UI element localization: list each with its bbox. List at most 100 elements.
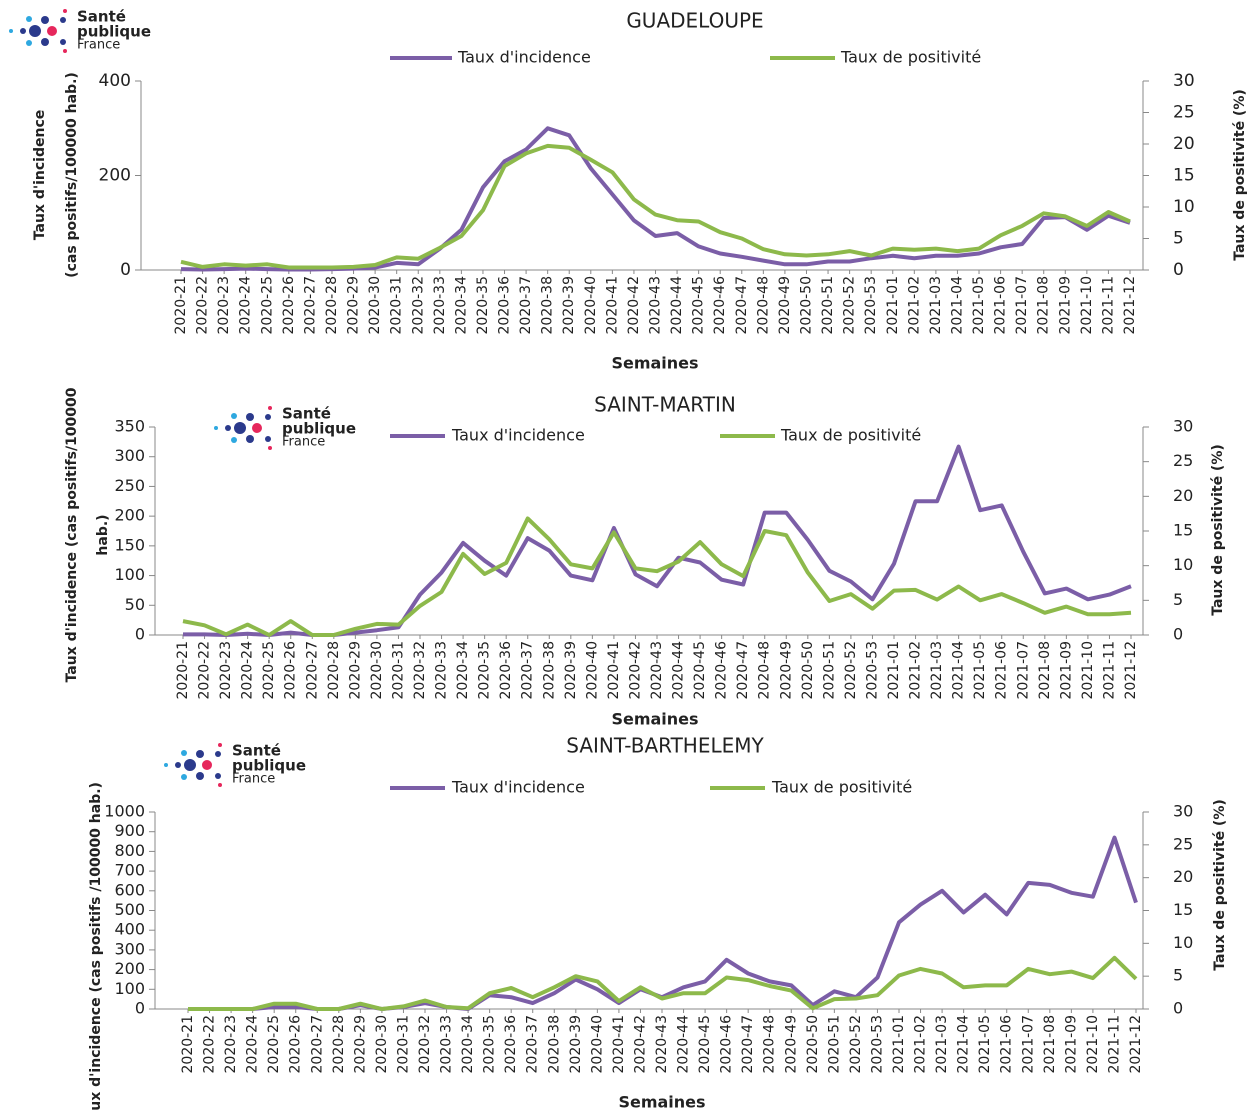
x-tick-label: 2020-48: [757, 641, 773, 700]
x-tick-label: 2020-34: [455, 641, 471, 700]
x-tick-label: 2021-01: [891, 1015, 907, 1074]
logo-dot: [265, 414, 271, 420]
logo-text: publique: [232, 757, 306, 775]
x-tick-label: 2021-01: [885, 276, 901, 335]
logo-dot: [231, 437, 237, 443]
x-tick-label: 2021-04: [951, 641, 967, 700]
logo-dot: [218, 743, 222, 747]
x-tick-label: 2020-42: [632, 1015, 648, 1074]
x-tick-label: 2021-02: [908, 641, 924, 700]
x-tick-label: 2020-49: [777, 276, 793, 335]
x-tick-label: 2020-42: [626, 276, 642, 335]
logo-text: Santé: [77, 8, 126, 26]
logo-dot: [47, 26, 57, 36]
legend-label: Taux d'incidence: [451, 778, 585, 797]
y-tick-label: 0: [135, 625, 145, 644]
logo-text: France: [232, 772, 275, 787]
x-tick-label: 2020-39: [563, 641, 579, 700]
y2-axis-label: Taux de positivité (%): [1212, 799, 1228, 971]
x-tick-label: 2021-09: [1058, 641, 1074, 700]
logo-text: publique: [77, 23, 151, 41]
logo-dot: [41, 38, 49, 46]
y2-tick-label: 5: [1173, 229, 1184, 249]
x-tick-label: 2020-38: [541, 641, 557, 700]
y-tick-label: 100: [114, 565, 145, 584]
y2-tick-label: 0: [1173, 999, 1183, 1018]
y-tick-label: 0: [120, 260, 131, 280]
logo-dot: [181, 750, 187, 756]
y-tick-label: 200: [114, 959, 145, 978]
y2-tick-label: 10: [1173, 555, 1193, 574]
x-tick-label: 2020-32: [410, 276, 426, 335]
y-tick-label: 1000: [104, 802, 145, 821]
chart-title: SAINT-MARTIN: [594, 393, 736, 417]
x-tick-label: 2020-34: [460, 1015, 476, 1074]
x-tick-label: 2021-12: [1123, 641, 1139, 700]
x-tick-label: 2021-10: [1080, 641, 1096, 700]
x-tick-label: 2021-04: [949, 276, 965, 335]
x-tick-label: 2020-52: [842, 276, 858, 335]
x-tick-label: 2021-09: [1063, 1015, 1079, 1074]
x-tick-label: 2021-05: [971, 276, 987, 335]
x-tick-label: 2020-26: [288, 1015, 304, 1074]
x-tick-label: 2021-11: [1100, 276, 1116, 335]
x-tick-label: 2020-30: [374, 1015, 390, 1074]
x-tick-label: 2020-30: [367, 276, 383, 335]
x-tick-label: 2020-23: [223, 1015, 239, 1074]
x-tick-label: 2021-06: [994, 641, 1010, 700]
logo-dot: [164, 763, 168, 767]
y2-tick-label: 25: [1173, 834, 1193, 853]
x-tick-label: 2020-22: [197, 641, 213, 700]
y-axis-label: Taux d'incidence (cas positifs/100000: [64, 387, 80, 682]
logo-dot: [184, 759, 196, 771]
y2-tick-label: 10: [1173, 933, 1193, 952]
x-tick-label: 2020-50: [805, 1015, 821, 1074]
series-line: [183, 444, 1132, 637]
logo-dot: [215, 751, 221, 757]
logo-dot: [26, 16, 32, 22]
logo-dot: [225, 425, 231, 431]
y-tick-label: 150: [114, 535, 145, 554]
y-tick-label: 600: [114, 880, 145, 899]
x-tick-label: 2020-45: [691, 276, 707, 335]
logo-dot: [20, 28, 26, 34]
y2-tick-label: 30: [1173, 71, 1195, 91]
logo-dot: [63, 49, 67, 53]
x-tick-label: 2021-12: [1122, 276, 1138, 335]
x-tick-label: 2020-51: [821, 641, 837, 700]
logo-text: France: [77, 38, 120, 53]
x-tick-label: 2020-36: [497, 276, 513, 335]
x-tick-label: 2020-51: [826, 1015, 842, 1074]
y-axis-label: Taux d'incidence: [32, 110, 48, 241]
x-tick-label: 2020-37: [520, 641, 536, 700]
x-tick-label: 2020-44: [671, 641, 687, 700]
x-tick-label: 2020-29: [346, 276, 362, 335]
x-tick-label: 2020-22: [195, 276, 211, 335]
x-tick-label: 2021-10: [1085, 1015, 1101, 1074]
x-tick-label: 2021-11: [1101, 641, 1117, 700]
x-tick-label: 2020-53: [864, 641, 880, 700]
logo-dot: [268, 446, 272, 450]
x-tick-label: 2021-03: [934, 1015, 950, 1074]
logo-dot: [181, 774, 187, 780]
x-tick-label: 2020-26: [283, 641, 299, 700]
x-tick-label: 2020-33: [432, 276, 448, 335]
y-tick-label: 100: [114, 979, 145, 998]
x-tick-label: 2020-41: [604, 276, 620, 335]
x-tick-label: 2020-47: [740, 1015, 756, 1074]
x-tick-label: 2020-53: [869, 1015, 885, 1074]
x-tick-label: 2020-21: [180, 1015, 196, 1074]
x-tick-label: 2020-24: [238, 276, 254, 335]
x-tick-label: 2020-35: [477, 641, 493, 700]
y-tick-label: 700: [114, 861, 145, 880]
logo-dot: [265, 436, 271, 442]
series-line: [182, 516, 1132, 637]
x-tick-label: 2021-10: [1079, 276, 1095, 335]
y2-tick-label: 5: [1173, 966, 1183, 985]
logo-dot: [41, 16, 49, 24]
x-tick-label: 2021-09: [1057, 276, 1073, 335]
y-tick-label: 900: [114, 821, 145, 840]
logo-text: Santé: [282, 405, 331, 423]
